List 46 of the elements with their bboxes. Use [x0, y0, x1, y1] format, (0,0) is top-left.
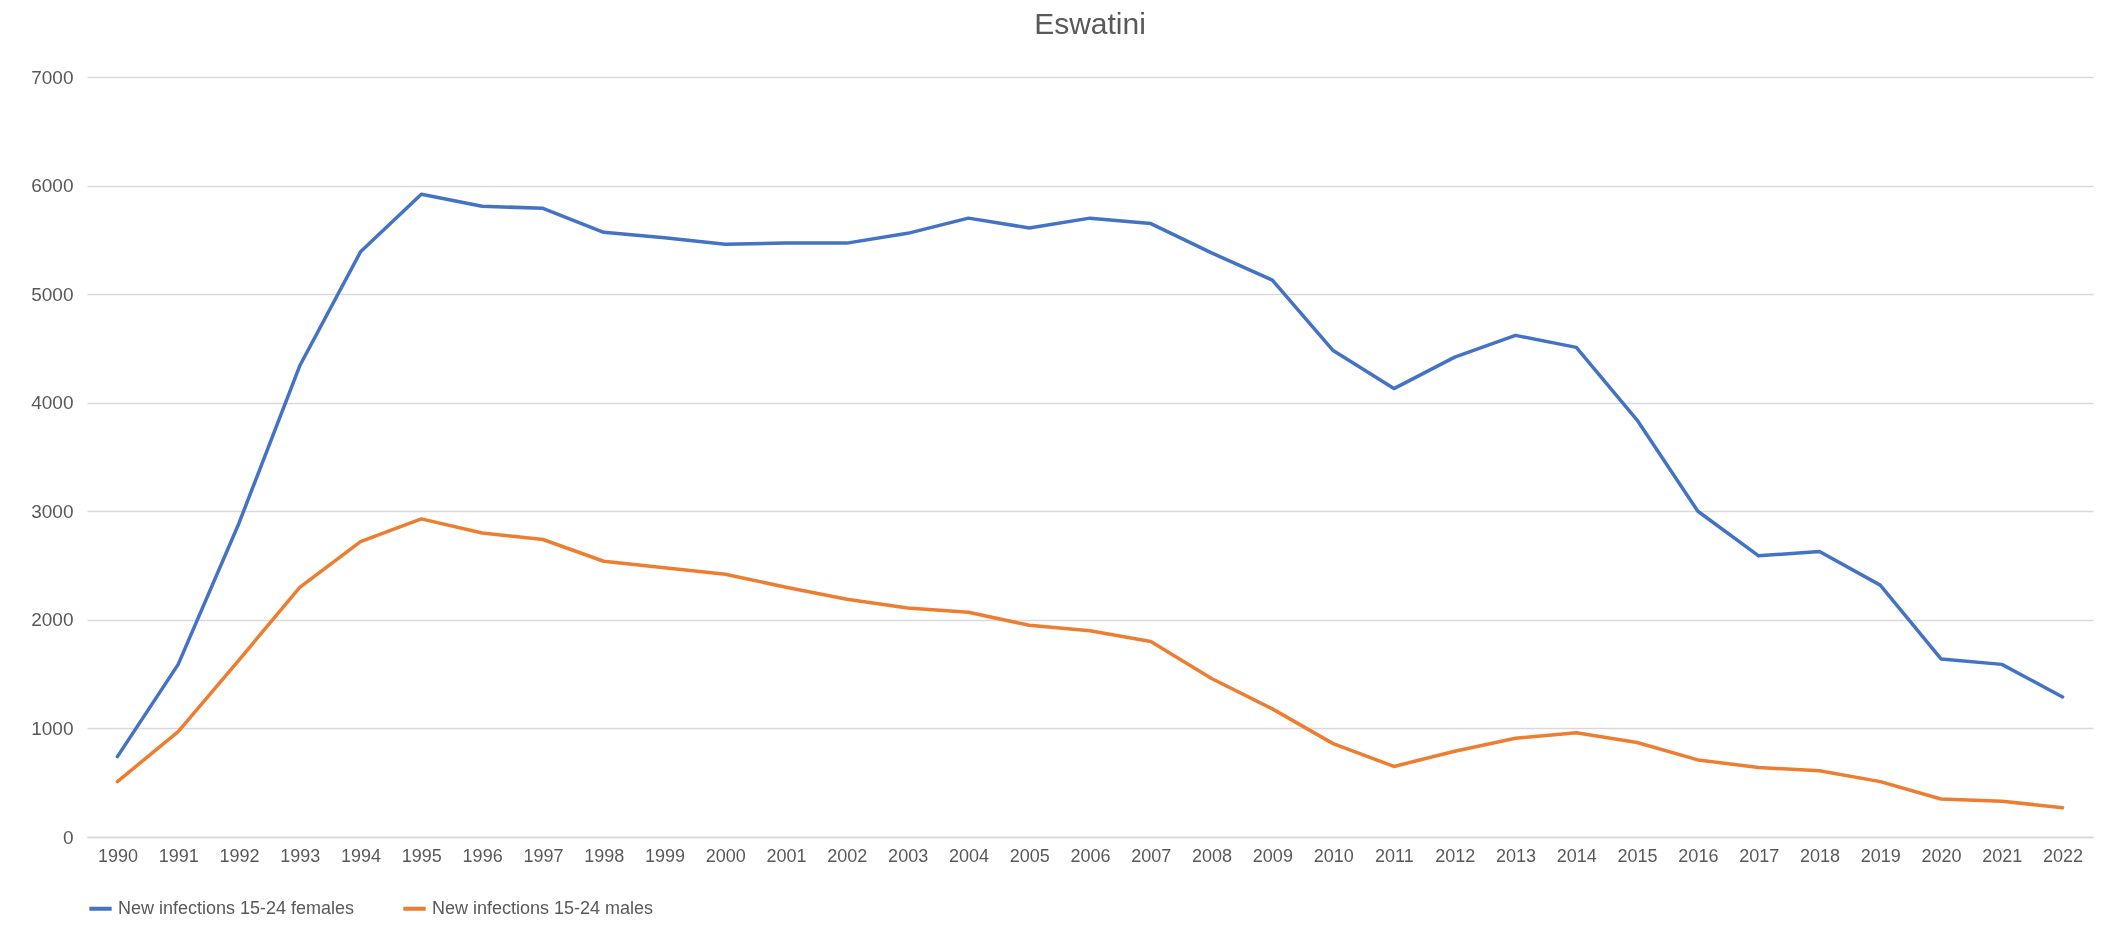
x-tick-label: 2002	[827, 845, 868, 866]
x-tick-label: 2007	[1131, 845, 1172, 866]
x-tick-label: 1999	[644, 845, 686, 866]
x-tick-label: 2013	[1495, 845, 1537, 866]
x-tick-label: 1997	[523, 845, 564, 866]
x-tick-label: 1991	[158, 845, 199, 866]
x-tick-label: 2003	[888, 845, 929, 866]
x-tick-label: 2014	[1556, 845, 1597, 866]
x-tick-label: 2015	[1617, 845, 1658, 866]
y-tick-label: 5000	[31, 283, 74, 305]
x-tick-label: 1994	[341, 845, 382, 866]
x-tick-label: 2019	[1860, 845, 1901, 866]
x-tick-label: 1996	[462, 845, 503, 866]
x-tick-label: 2011	[1375, 845, 1414, 866]
x-tick-label: 1990	[97, 845, 138, 866]
x-tick-label: 2006	[1070, 845, 1111, 866]
x-tick-label: 2010	[1313, 845, 1354, 866]
y-tick-label: 1000	[31, 717, 74, 739]
x-tick-label: 2001	[766, 845, 807, 866]
x-tick-label: 2022	[2043, 845, 2084, 866]
x-tick-label: 1998	[584, 845, 625, 866]
x-tick-label: 2004	[948, 845, 989, 866]
x-tick-label: 2005	[1009, 845, 1050, 866]
x-tick-label: 2021	[1982, 845, 2023, 866]
x-tick-label: 1995	[401, 845, 442, 866]
legend-label: New infections 15-24 males	[432, 897, 654, 918]
line-series	[115, 517, 2065, 810]
y-tick-label: 4000	[31, 392, 74, 414]
legend-label: New infections 15-24 females	[118, 897, 355, 918]
x-tick-label: 2009	[1252, 845, 1293, 866]
x-tick-label: 2012	[1435, 845, 1476, 866]
x-tick-label: 2017	[1739, 845, 1780, 866]
x-tick-label: 1992	[219, 845, 260, 866]
y-tick-label: 7000	[31, 66, 74, 88]
y-tick-label: 0	[62, 826, 74, 848]
x-tick-label: 2008	[1192, 845, 1233, 866]
y-tick-label: 2000	[31, 609, 74, 631]
line-series	[115, 192, 2065, 759]
y-tick-label: 3000	[31, 500, 74, 522]
x-tick-label: 2018	[1799, 845, 1840, 866]
chart-title: Eswatini	[1034, 7, 1146, 40]
x-tick-label: 2016	[1678, 845, 1719, 866]
x-tick-label: 1993	[280, 845, 321, 866]
y-tick-label: 6000	[31, 175, 74, 197]
x-tick-label: 2000	[705, 845, 746, 866]
x-tick-label: 2020	[1921, 845, 1962, 866]
